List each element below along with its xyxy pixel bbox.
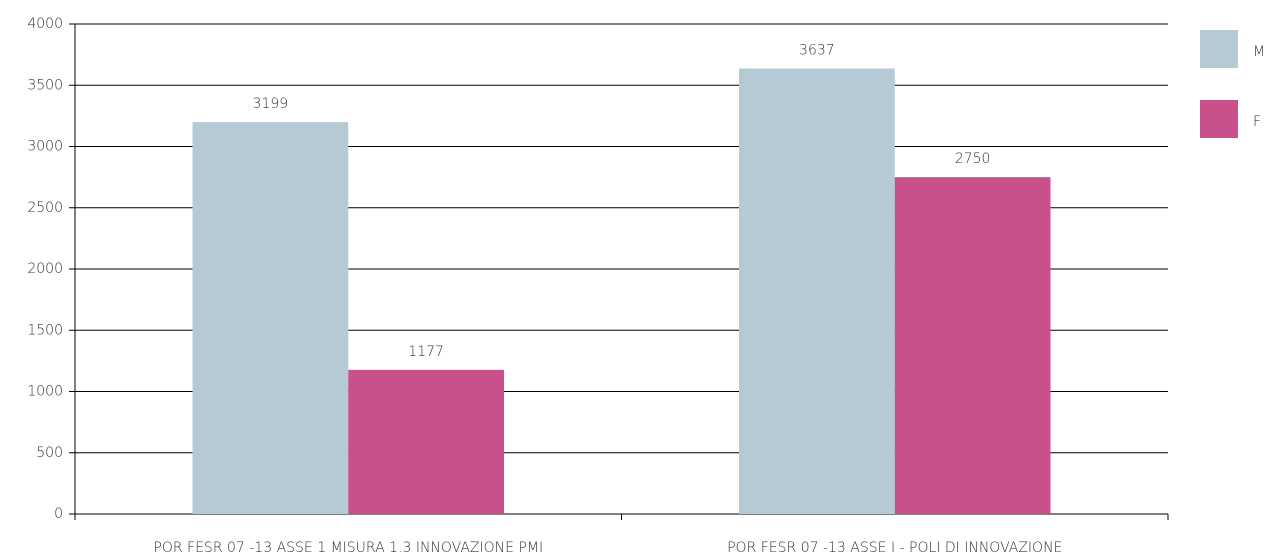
legend-label: F — [1253, 114, 1261, 130]
bar — [348, 369, 505, 514]
x-tick-label: POR FESR 07 -13 ASSE 1 MISURA 1.3 INNOVA… — [153, 540, 543, 554]
y-tick-label: 2000 — [27, 261, 63, 277]
bar — [894, 177, 1051, 514]
y-tick-label: 2500 — [27, 200, 63, 216]
legend-label: M — [1253, 44, 1265, 60]
bar — [738, 68, 895, 514]
y-tick-label: 3000 — [27, 139, 63, 155]
value-label: 2750 — [955, 151, 991, 167]
x-tick-label: POR FESR 07 -13 ASSE I - POLI DI INNOVAZ… — [727, 540, 1062, 554]
legend-swatch — [1200, 30, 1238, 68]
value-label: 3637 — [799, 42, 835, 58]
y-tick-label: 500 — [36, 445, 63, 461]
value-label: 3199 — [253, 96, 289, 112]
y-tick-label: 1000 — [27, 384, 63, 400]
value-label: 1177 — [408, 344, 444, 360]
y-tick-label: 3500 — [27, 77, 63, 93]
y-tick-label: 1500 — [27, 322, 63, 338]
y-tick-label: 4000 — [27, 16, 63, 32]
y-tick-label: 0 — [54, 506, 63, 522]
bar — [192, 122, 349, 514]
legend-swatch — [1200, 100, 1238, 138]
